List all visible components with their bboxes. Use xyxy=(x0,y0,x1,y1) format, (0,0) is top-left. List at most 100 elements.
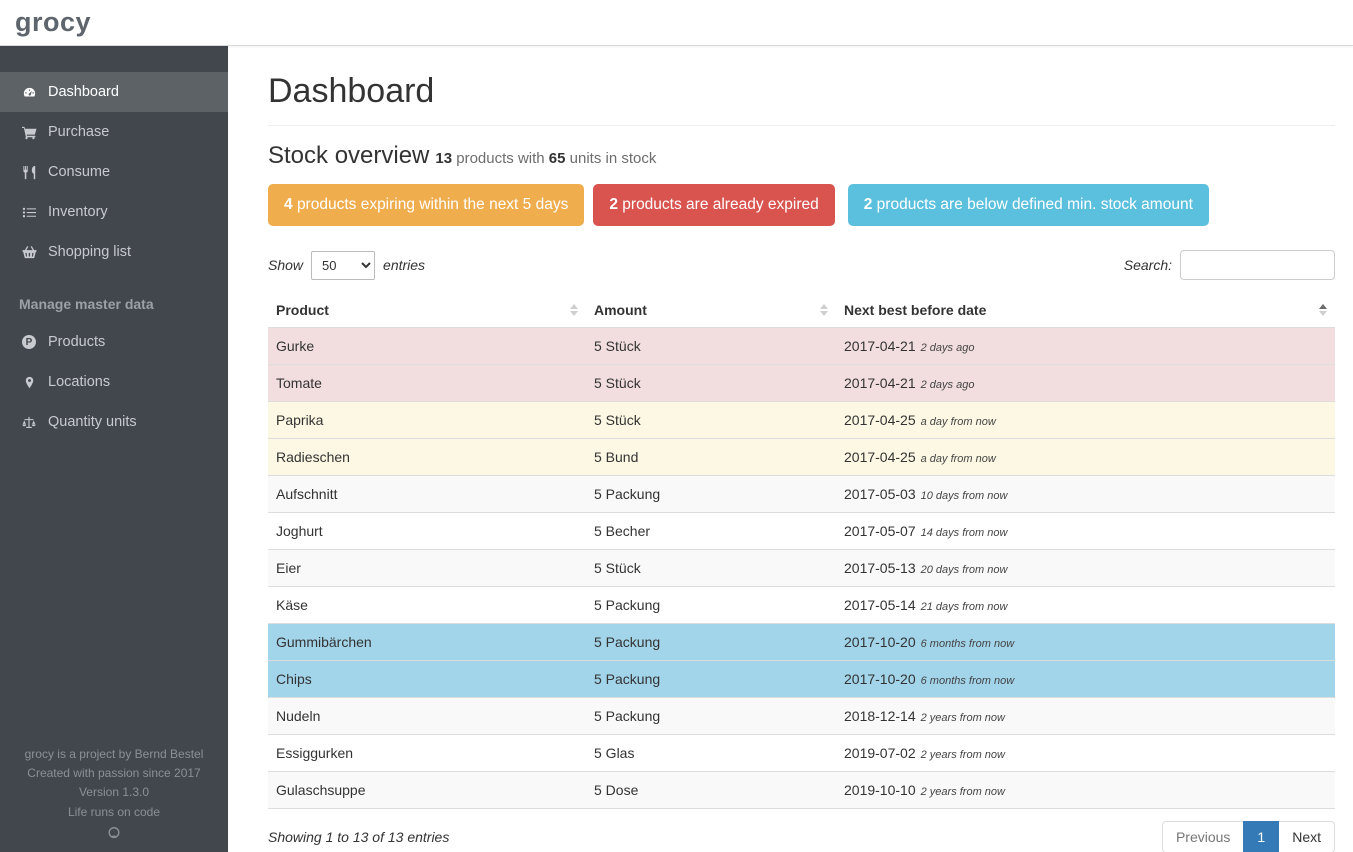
pagination: Previous 1 Next xyxy=(1161,821,1335,852)
product-cell: Tomate xyxy=(268,364,586,402)
best-before-date: 2018-12-14 xyxy=(844,708,916,724)
search-input[interactable] xyxy=(1180,250,1335,280)
page-title: Dashboard xyxy=(268,72,435,110)
entries-label: entries xyxy=(383,257,426,273)
main-content: Dashboard Stock overview 13 products with… xyxy=(228,46,1353,852)
previous-page-button[interactable]: Previous xyxy=(1161,821,1245,852)
sidebar: Dashboard Purchase Consume Inventory xyxy=(0,46,228,852)
expiring-alert-badge[interactable]: 4 products expiring within the next 5 da… xyxy=(268,184,585,226)
best-before-cell: 2017-04-25 a day from now xyxy=(836,401,1335,439)
best-before-date: 2019-10-10 xyxy=(844,782,916,798)
sidebar-item-label: Consume xyxy=(48,164,111,180)
relative-time: 2 years from now xyxy=(920,786,1005,798)
sidebar-item-shopping-list[interactable]: Shopping list xyxy=(0,232,228,272)
product-cell: Chips xyxy=(268,660,586,698)
sidebar-item-inventory[interactable]: Inventory xyxy=(0,192,228,232)
sidebar-footer: grocy is a project by Bernd Bestel Creat… xyxy=(0,745,228,852)
sidebar-item-purchase[interactable]: Purchase xyxy=(0,112,228,152)
best-before-date: 2017-04-21 xyxy=(844,375,916,391)
balance-scale-icon xyxy=(19,415,39,430)
next-page-button[interactable]: Next xyxy=(1278,821,1335,852)
best-before-date: 2017-04-25 xyxy=(844,449,916,465)
sort-asc-icon xyxy=(1319,304,1327,316)
best-before-date: 2017-04-25 xyxy=(844,412,916,428)
best-before-date: 2017-05-14 xyxy=(844,597,916,613)
sidebar-item-consume[interactable]: Consume xyxy=(0,152,228,192)
table-row: Gummibärchen 5 Packung 2017-10-20 6 month… xyxy=(268,623,1335,661)
best-before-date: 2017-05-03 xyxy=(844,486,916,502)
best-before-cell: 2017-04-25 a day from now xyxy=(836,438,1335,476)
relative-time: 10 days from now xyxy=(920,490,1008,502)
best-before-date: 2019-07-02 xyxy=(844,745,916,761)
show-label: Show xyxy=(268,257,304,273)
products-count: 13 xyxy=(435,150,453,167)
alert-text: products expiring within the next 5 days xyxy=(296,196,569,213)
sidebar-item-locations[interactable]: Locations xyxy=(0,362,228,402)
stock-table: Product Amount Next best before date Gur… xyxy=(268,294,1335,809)
below-min-alert-badge[interactable]: 2 products are below defined min. stock … xyxy=(847,184,1209,226)
sort-both-icon xyxy=(570,304,578,316)
table-row: Nudeln 5 Packung 2018-12-14 2 years from … xyxy=(268,697,1335,735)
column-label: Next best before date xyxy=(844,302,987,318)
best-before-cell: 2017-05-14 21 days from now xyxy=(836,586,1335,624)
top-bar: grocy xyxy=(0,0,1353,46)
search-label: Search: xyxy=(1123,257,1172,273)
sidebar-item-quantity-units[interactable]: Quantity units xyxy=(0,402,228,442)
amount-cell: 5 Stück xyxy=(586,364,836,402)
sidebar-item-label: Products xyxy=(48,334,106,350)
page-1-button[interactable]: 1 xyxy=(1243,821,1280,852)
amount-cell: 5 Bund xyxy=(586,438,836,476)
amount-cell: 5 Packung xyxy=(586,475,836,513)
column-header-best-before-date[interactable]: Next best before date xyxy=(836,294,1335,328)
utensils-icon xyxy=(19,165,39,180)
table-row: Joghurt 5 Becher 2017-05-07 14 days from … xyxy=(268,512,1335,550)
units-count: 65 xyxy=(548,150,566,167)
relative-time: 14 days from now xyxy=(920,527,1008,539)
best-before-date: 2017-05-07 xyxy=(844,523,916,539)
stock-overview-title: Stock overview xyxy=(268,142,430,169)
sidebar-item-label: Quantity units xyxy=(48,414,137,430)
amount-cell: 5 Stück xyxy=(586,401,836,439)
product-cell: Nudeln xyxy=(268,697,586,735)
amount-cell: 5 Dose xyxy=(586,771,836,809)
table-row: Aufschnitt 5 Packung 2017-05-03 10 days f… xyxy=(268,475,1335,513)
units-text: units in stock xyxy=(569,150,657,167)
product-cell: Käse xyxy=(268,586,586,624)
tachometer-icon xyxy=(19,85,39,100)
product-cell: Paprika xyxy=(268,401,586,439)
table-row: Eier 5 Stück 2017-05-13 20 days from now xyxy=(268,549,1335,587)
table-row: Essiggurken 5 Glas 2019-07-02 2 years fro… xyxy=(268,734,1335,772)
sidebar-item-dashboard[interactable]: Dashboard xyxy=(0,72,228,112)
amount-cell: 5 Glas xyxy=(586,734,836,772)
table-header-row: Product Amount Next best before date xyxy=(268,294,1335,328)
best-before-date: 2017-10-20 xyxy=(844,634,916,650)
table-row: Paprika 5 Stück 2017-04-25 a day from now xyxy=(268,401,1335,439)
relative-time: 6 months from now xyxy=(920,675,1015,687)
table-info: Showing 1 to 13 of 13 entries xyxy=(268,829,450,845)
github-icon[interactable] xyxy=(0,826,228,846)
stock-table-body: Gurke 5 Stück 2017-04-21 2 days ago Tomat… xyxy=(268,327,1335,809)
expired-alert-badge[interactable]: 2 products are already expired xyxy=(593,184,835,226)
best-before-cell: 2017-04-21 2 days ago xyxy=(836,364,1335,402)
shopping-basket-icon xyxy=(19,245,39,260)
alert-text: products are already expired xyxy=(622,196,819,213)
best-before-cell: 2017-04-21 2 days ago xyxy=(836,327,1335,365)
best-before-cell: 2019-07-02 2 years from now xyxy=(836,734,1335,772)
product-cell: Aufschnitt xyxy=(268,475,586,513)
column-label: Amount xyxy=(594,302,647,318)
table-row: Gurke 5 Stück 2017-04-21 2 days ago xyxy=(268,327,1335,365)
column-header-product[interactable]: Product xyxy=(268,294,586,328)
sidebar-item-products[interactable]: P Products xyxy=(0,322,228,362)
amount-cell: 5 Packung xyxy=(586,586,836,624)
product-icon: P xyxy=(19,335,39,349)
relative-time: 2 years from now xyxy=(920,749,1005,761)
brand-logo[interactable]: grocy xyxy=(15,7,92,37)
footer-line: Life runs on code xyxy=(67,804,161,819)
table-controls: Show 50 entries Search: xyxy=(268,250,1335,280)
products-text: products with xyxy=(456,150,545,167)
page-length-select[interactable]: 50 xyxy=(311,250,376,280)
best-before-cell: 2017-05-03 10 days from now xyxy=(836,475,1335,513)
column-label: Product xyxy=(276,302,329,318)
column-header-amount[interactable]: Amount xyxy=(586,294,836,328)
alert-count: 4 xyxy=(284,196,293,213)
